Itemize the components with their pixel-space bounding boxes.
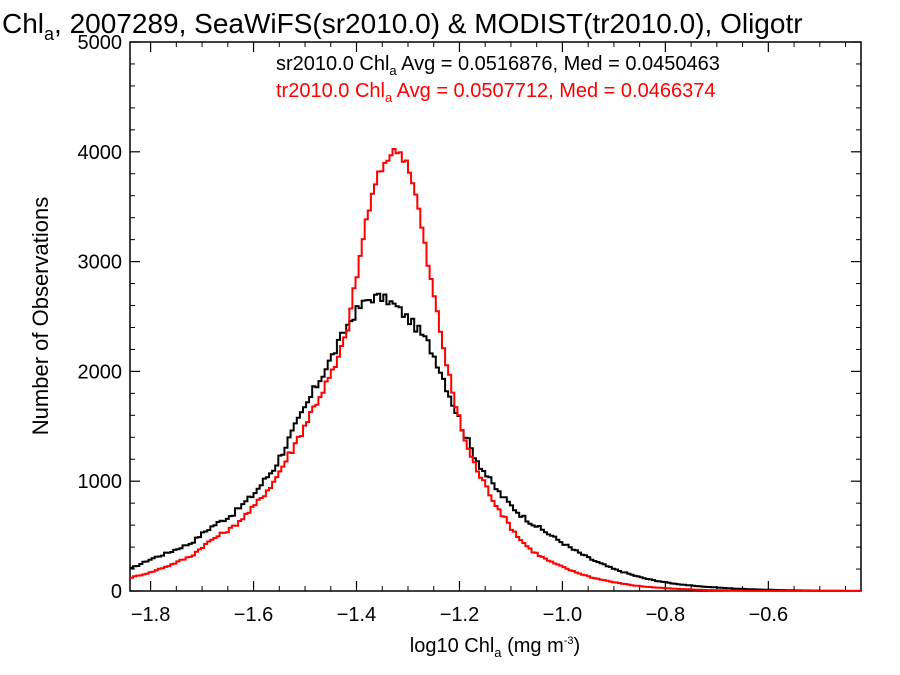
plot-frame [129, 41, 862, 592]
annotation-sr2010-sub: a [389, 63, 397, 78]
annotation-tr2010: tr2010.0 Chla Avg = 0.0507712, Med = 0.0… [276, 80, 715, 105]
x-tick-label: −1.6 [234, 604, 273, 626]
y-tick-label: 5000 [78, 32, 123, 54]
x-axis-label-sup: -3 [564, 635, 574, 647]
chart-title: Chla, 2007289, SeaWiFS(sr2010.0) & MODIS… [2, 8, 803, 44]
annotation-sr2010-suffix: Avg = 0.0516876, Med = 0.0450463 [397, 53, 720, 75]
series-layer [130, 148, 861, 592]
x-axis-label-sub: a [494, 645, 502, 660]
series-line-1 [130, 148, 861, 592]
x-axis-label: log10 Chla (mg m-3) [410, 635, 580, 660]
y-tick-label: 1000 [78, 471, 123, 493]
annotation-sr2010-prefix: sr2010.0 Chl [276, 53, 389, 75]
y-tick-label: 4000 [78, 142, 123, 164]
y-tick-label: 3000 [78, 252, 123, 274]
x-axis-label-rest: (mg m [502, 635, 564, 657]
x-tick-label: −1.8 [131, 604, 170, 626]
annotation-sr2010: sr2010.0 Chla Avg = 0.0516876, Med = 0.0… [276, 53, 720, 78]
x-tick-label: −0.8 [646, 604, 685, 626]
x-tick-label: −0.6 [749, 604, 788, 626]
x-axis-label-end: ) [574, 635, 581, 657]
y-axis-ticks: 0 1000 2000 3000 4000 5000 [78, 32, 861, 603]
y-tick-label: 2000 [78, 361, 123, 383]
y-axis-label: Number of Observations [28, 197, 53, 435]
annotation-tr2010-sub: a [385, 90, 393, 105]
x-tick-label: −1.2 [440, 604, 479, 626]
series-line-0 [130, 292, 861, 592]
x-tick-label: −1.4 [337, 604, 376, 626]
x-axis-label-main: log10 Chl [410, 635, 495, 657]
annotation-tr2010-prefix: tr2010.0 Chl [276, 80, 385, 102]
y-tick-label: 0 [111, 581, 122, 603]
chart-title-sub: a [44, 24, 55, 44]
x-tick-label: −1.0 [543, 604, 582, 626]
x-axis-ticks: −1.8 −1.6 −1.4 −1.2 −1.0 −0.8 −0.6 [131, 42, 847, 626]
chart-title-rest: , 2007289, SeaWiFS(sr2010.0) & MODIST(tr… [54, 8, 803, 39]
chart-title-main: Chl [2, 8, 44, 39]
annotation-tr2010-suffix: Avg = 0.0507712, Med = 0.0466374 [392, 80, 715, 102]
